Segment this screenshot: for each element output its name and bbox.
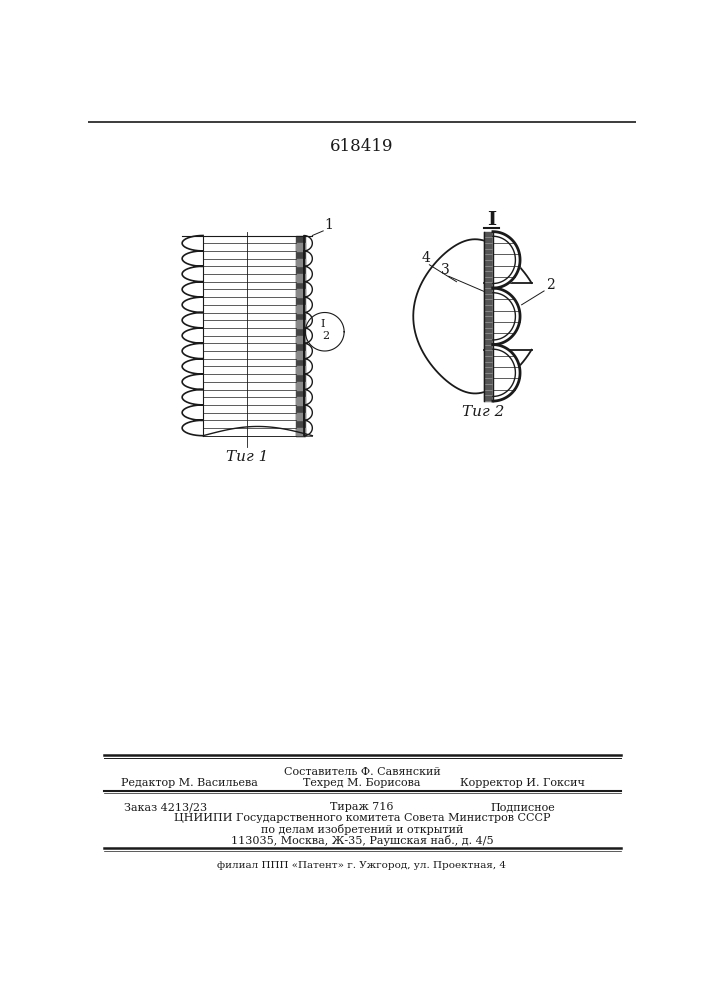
Text: Заказ 4213/23: Заказ 4213/23 (124, 802, 207, 812)
Text: 2: 2 (322, 331, 329, 341)
Text: Корректор И. Гоксич: Корректор И. Гоксич (460, 778, 585, 788)
Text: ЦНИИПИ Государственного комитета Совета Министров СССР: ЦНИИПИ Государственного комитета Совета … (174, 813, 550, 823)
Text: 2: 2 (546, 278, 554, 292)
Text: Тираж 716: Тираж 716 (330, 802, 394, 812)
Text: Τиг 2: Τиг 2 (462, 405, 505, 419)
Text: 4: 4 (421, 251, 431, 265)
Text: I: I (321, 319, 325, 329)
Text: 1: 1 (325, 218, 334, 232)
Text: I: I (487, 211, 496, 229)
Text: 618419: 618419 (330, 138, 394, 155)
Text: 113035, Москва, Ж-35, Раушская наб., д. 4/5: 113035, Москва, Ж-35, Раушская наб., д. … (230, 835, 493, 846)
Text: Подписное: Подписное (490, 802, 555, 812)
Text: Составитель Ф. Савянский: Составитель Ф. Савянский (284, 767, 440, 777)
Text: Редактор М. Васильева: Редактор М. Васильева (121, 778, 257, 788)
Text: 3: 3 (441, 263, 450, 277)
Text: Τиг 1: Τиг 1 (226, 450, 269, 464)
Text: по делам изобретений и открытий: по делам изобретений и открытий (261, 824, 463, 835)
Text: Техред М. Борисова: Техред М. Борисова (303, 778, 421, 788)
Text: филиал ППП «Патент» г. Ужгород, ул. Проектная, 4: филиал ППП «Патент» г. Ужгород, ул. Прое… (218, 861, 506, 870)
